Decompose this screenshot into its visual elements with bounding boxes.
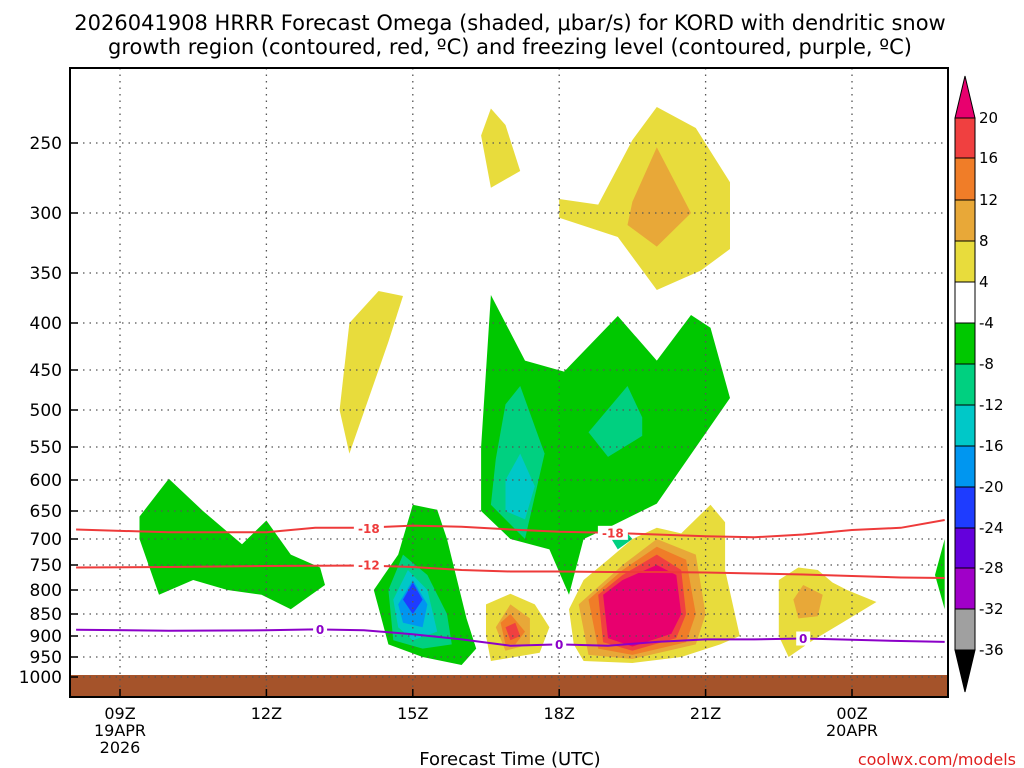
colorbar-swatch xyxy=(954,608,976,651)
colorbar-swatch xyxy=(954,199,976,242)
y-tick-label: 1000 xyxy=(19,668,62,688)
colorbar-swatch xyxy=(954,281,976,324)
colorbar-label: -28 xyxy=(979,559,1004,577)
omega-region xyxy=(793,585,823,619)
omega-region xyxy=(139,478,325,610)
omega-region xyxy=(778,567,877,657)
pressure-axis: 2503003504004505005506006507007508008509… xyxy=(19,134,78,688)
x-tick-label: 18Z xyxy=(544,704,575,723)
y-tick-label: 550 xyxy=(30,438,62,458)
temperature-contours: -18 -18 -12 0 0 0 xyxy=(76,519,945,652)
omega-region xyxy=(505,453,535,520)
omega-shading xyxy=(139,107,945,665)
contour-label: 0 xyxy=(316,623,324,637)
colorbar-top-arrow xyxy=(954,75,976,119)
x-axis-title: Forecast Time (UTC) xyxy=(419,749,600,768)
y-tick-label: 900 xyxy=(30,627,62,647)
chart-title-line1: 2026041908 HRRR Forecast Omega (shaded, … xyxy=(74,11,945,35)
contour-label-bg xyxy=(353,521,384,536)
omega-region xyxy=(505,622,521,641)
colorbar-label: 20 xyxy=(979,109,998,127)
colorbar-label: 8 xyxy=(979,232,989,250)
y-tick-label: 700 xyxy=(30,530,62,550)
colorbar-swatch xyxy=(954,445,976,488)
colorbar-label: -24 xyxy=(979,519,1004,537)
contour-dgz-minus12 xyxy=(76,564,945,579)
contour-label-bg xyxy=(313,622,328,637)
colorbar-swatch xyxy=(954,240,976,283)
y-tick-label: 750 xyxy=(30,556,62,576)
colorbar-label: -16 xyxy=(979,437,1004,455)
colorbar-swatch xyxy=(954,322,976,365)
colorbar-label: -4 xyxy=(979,314,994,332)
plot-frame xyxy=(69,67,949,698)
colorbar-swatch xyxy=(954,486,976,529)
omega-region xyxy=(339,291,403,454)
contour-label-bg xyxy=(796,631,811,646)
colorbar-swatch xyxy=(954,527,976,569)
y-tick-label: 850 xyxy=(30,605,62,625)
colorbar-swatch xyxy=(954,117,976,159)
x-tick-label: 19APR xyxy=(94,721,146,740)
y-tick-label: 250 xyxy=(30,134,62,154)
x-tick-label: 21Z xyxy=(690,704,721,723)
colorbar-label: -8 xyxy=(979,355,994,373)
contour-label: 0 xyxy=(799,632,807,646)
ground-surface xyxy=(70,675,948,697)
omega-region xyxy=(403,582,423,614)
x-tick-label: 00Z xyxy=(836,704,867,723)
colorbar-label: -12 xyxy=(979,396,1004,414)
contour-label: -18 xyxy=(358,522,380,536)
x-tick-label: 2026 xyxy=(100,738,141,757)
omega-region xyxy=(603,565,682,647)
x-tick-label: 12Z xyxy=(251,704,282,723)
y-tick-label: 500 xyxy=(30,401,62,421)
credit-text: coolwx.com/models xyxy=(858,750,1016,768)
colorbar-swatch xyxy=(954,404,976,447)
contour-dgz-minus18 xyxy=(76,519,945,539)
colorbar-label: 4 xyxy=(979,273,989,291)
colorbar-swatch xyxy=(954,567,976,610)
colorbar-label: -20 xyxy=(979,478,1004,496)
omega-region xyxy=(935,539,945,610)
y-tick-label: 300 xyxy=(30,204,62,224)
y-tick-label: 950 xyxy=(30,648,62,668)
y-tick-label: 350 xyxy=(30,264,62,284)
colorbar-label: -32 xyxy=(979,600,1004,618)
y-tick-label: 600 xyxy=(30,471,62,491)
colorbar-label: 12 xyxy=(979,191,998,209)
x-tick-label: 20APR xyxy=(826,721,878,740)
omega-region xyxy=(481,108,521,188)
omega-region xyxy=(588,386,643,457)
contour-label-bg xyxy=(597,525,628,540)
colorbar-swatch xyxy=(954,363,976,406)
colorbar-bottom-arrow xyxy=(954,649,976,693)
colorbar-label: 16 xyxy=(979,149,998,167)
omega-region xyxy=(627,147,691,247)
x-tick-label: 09Z xyxy=(104,704,135,723)
colorbar: 20 16 12 8 4 -4 -8 -12 -16 -20 -24 -28 -32 -36 xyxy=(954,75,1004,693)
contour-label-bg xyxy=(552,637,567,652)
y-tick-label: 650 xyxy=(30,502,62,522)
contour-label: -12 xyxy=(358,559,380,573)
y-tick-label: 800 xyxy=(30,581,62,601)
y-tick-label: 450 xyxy=(30,361,62,381)
x-tick-label: 15Z xyxy=(397,704,428,723)
contour-label: -18 xyxy=(602,526,624,540)
y-tick-label: 400 xyxy=(30,314,62,334)
gridlines xyxy=(70,68,948,697)
contour-label: 0 xyxy=(555,638,563,652)
colorbar-swatch xyxy=(954,157,976,201)
colorbar-label: -36 xyxy=(979,641,1004,659)
chart-title-line2: growth region (contoured, red, ºC) and f… xyxy=(108,35,912,59)
contour-label-bg xyxy=(353,558,384,572)
